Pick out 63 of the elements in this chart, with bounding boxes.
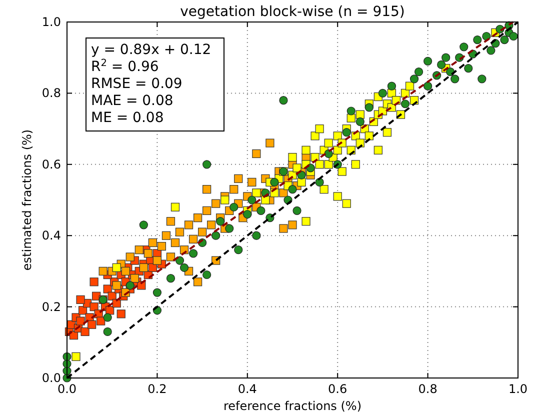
x-axis-title: reference fractions (%): [223, 399, 362, 413]
point: [130, 274, 139, 283]
chart-title: vegetation block-wise (n = 915): [180, 4, 405, 20]
x-tick-label: 0.0: [57, 382, 77, 396]
point: [116, 310, 126, 318]
annotation: y = 0.89x + 0.12: [91, 42, 212, 58]
y-tick-label: 1.0: [42, 15, 61, 29]
x-tick-label: 0.6: [328, 382, 348, 396]
x-tick-label: 0.2: [148, 382, 167, 396]
y-axis-title: estimated fractions (%): [20, 129, 34, 271]
annotation: R$^{2}$ = 0.96: [91, 58, 159, 75]
point: [170, 238, 180, 248]
y-tick-label: 0.8: [42, 86, 61, 100]
point: [96, 316, 106, 326]
point: [202, 206, 212, 215]
point: [266, 138, 274, 148]
y-tick-label: 0.4: [42, 228, 61, 243]
point: [80, 327, 90, 336]
point: [112, 281, 121, 290]
point: [252, 149, 261, 158]
point: [175, 228, 184, 236]
point: [193, 214, 202, 222]
point: [288, 220, 297, 230]
point: [279, 188, 288, 198]
point: [184, 220, 194, 230]
annotation: MAE = 0.08: [91, 93, 174, 109]
point: [166, 252, 176, 262]
point: [157, 242, 166, 251]
point: [90, 278, 98, 286]
point: [144, 249, 152, 258]
point: [134, 246, 144, 254]
point: [76, 316, 85, 326]
point: [248, 178, 256, 186]
point: [148, 238, 157, 248]
point: [126, 252, 134, 262]
point: [198, 228, 207, 236]
point: [88, 320, 96, 329]
point: [76, 295, 85, 304]
x-tick-label: 0.4: [238, 382, 257, 396]
point: [193, 278, 202, 286]
annotation: RMSE = 0.09: [91, 76, 182, 92]
point: [234, 174, 243, 183]
y-tick-label: 0.6: [42, 157, 61, 172]
x-tick-label: 0.8: [418, 382, 438, 396]
point: [230, 185, 238, 194]
point: [139, 263, 148, 272]
y-tick-label: 0.0: [42, 371, 61, 385]
point: [162, 231, 171, 240]
annotation: ME = 0.08: [91, 110, 164, 126]
point: [212, 199, 220, 208]
point: [152, 256, 162, 265]
point: [188, 234, 198, 244]
point: [90, 302, 98, 312]
point: [103, 284, 112, 294]
x-tick-label: 1.0: [508, 382, 528, 396]
point: [148, 263, 157, 272]
point: [166, 217, 176, 226]
point: [279, 224, 288, 233]
point: [207, 220, 216, 230]
y-tick-label: 0.2: [42, 300, 61, 314]
point: [202, 185, 212, 194]
point: [121, 266, 130, 276]
point: [98, 266, 108, 276]
